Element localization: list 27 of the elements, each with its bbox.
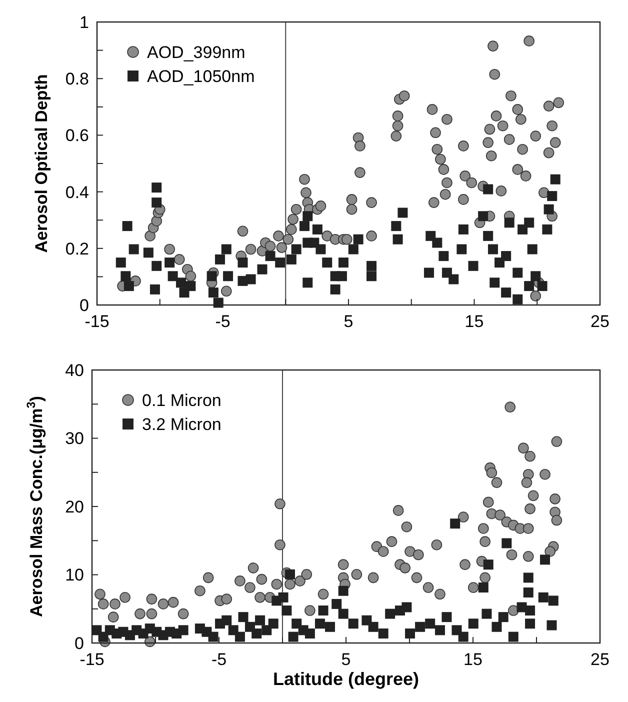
x-tick-label: 25 [590,650,610,669]
y-tick-label: 0 [74,634,84,653]
legend-label: AOD_1050nm [147,66,255,86]
x-tick-label: 15 [464,312,484,331]
y-tick-label: 0.4 [65,182,89,202]
x-axis-title: Latitude (degree) [272,669,420,689]
x-tick-label: -15 [84,312,110,331]
x-tick-label: -5 [215,312,230,331]
x-tick-label: 25 [590,312,610,331]
y-tick-label: 1 [80,12,89,32]
x-tick-label: 15 [464,650,482,669]
y-tick-label: 0 [80,296,89,315]
y-tick-label: 30 [65,429,84,448]
y-tick-label: 0.6 [65,126,89,146]
y-tick-label: 0.8 [65,70,89,89]
x-tick-label: 5 [341,650,351,669]
legend-label: AOD_399nm [147,42,246,62]
x-tick-label: -15 [80,650,104,669]
y-tick-label: 0.2 [65,239,89,258]
legend-label: 3.2 Micron [142,414,222,434]
y-tick-label: 10 [65,566,84,585]
legend-label: 0.1 Micron [142,390,222,410]
x-tick-label: 5 [344,312,354,331]
y-tick-label: 20 [65,497,84,516]
x-tick-label: -5 [211,650,227,669]
y-tick-label: 40 [65,360,84,380]
y-axis-title: Aerosol Optical Depth [32,74,51,253]
